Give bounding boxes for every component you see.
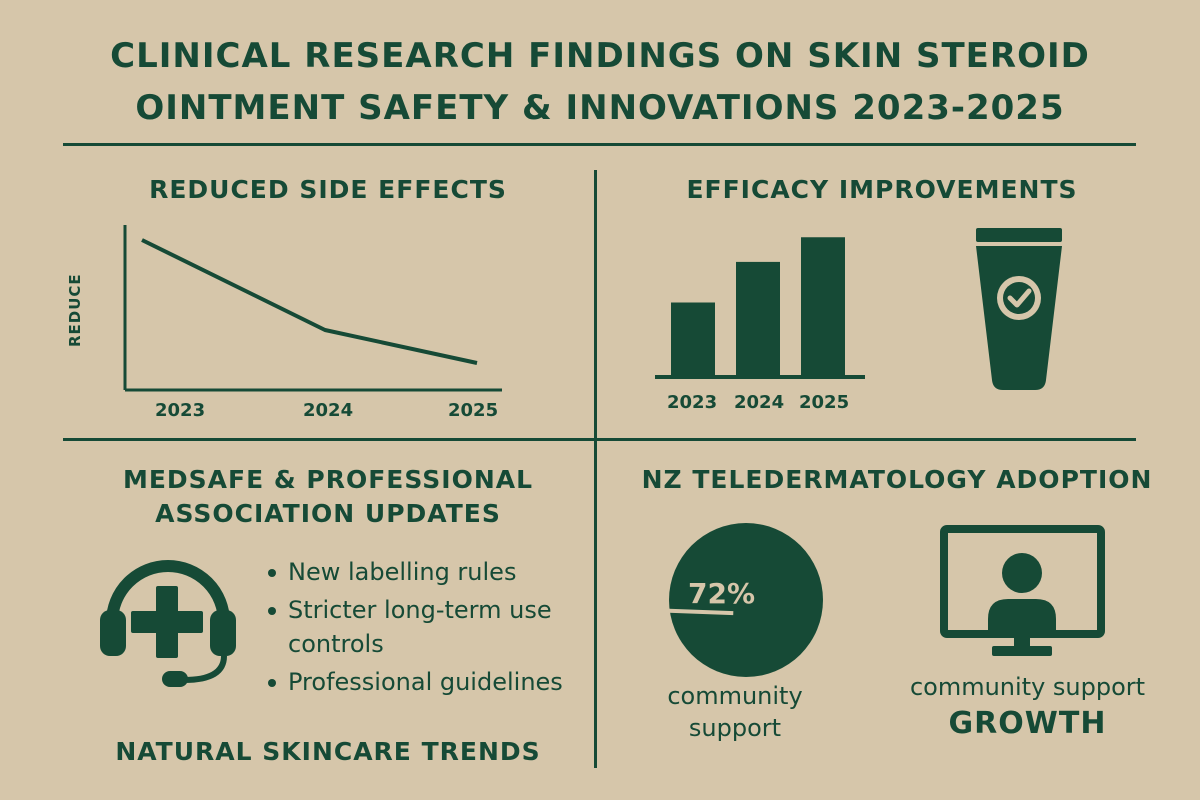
bullet-item: New labelling rules	[264, 555, 584, 589]
page-title: Clinical Research Findings on Skin Stero…	[0, 30, 1200, 134]
pie-percent-marker	[668, 608, 734, 616]
medsafe-heading-line-1: Medsafe & Professional	[122, 465, 534, 494]
efficacy-bar-2024	[736, 261, 780, 375]
middle-divider	[63, 438, 1136, 441]
efficacy-bar-chart	[655, 237, 865, 379]
natural-skincare-heading: Natural Skincare Trends	[115, 737, 541, 766]
monitor-person-icon	[940, 525, 1105, 656]
pie-caption-line-1: community	[667, 682, 803, 710]
teledermatology-heading: NZ Teledermatology Adoption	[641, 465, 1153, 494]
side-effects-heading: Reduced Side Effects	[149, 175, 507, 204]
title-line-1: Clinical Research Findings on Skin Stero…	[110, 36, 1090, 76]
title-divider	[63, 143, 1136, 146]
growth-label: GROWTH	[948, 706, 1107, 741]
efficacy-x-label-2023: 2023	[667, 392, 718, 413]
headset-medical-cross-icon	[100, 560, 236, 687]
side-effects-series-line	[141, 238, 478, 365]
side-effects-chart	[123, 225, 502, 392]
efficacy-x-label-2024: 2024	[734, 392, 785, 413]
side-effects-y-label: REDUCE	[66, 273, 84, 347]
adoption-pie-chart	[668, 523, 823, 677]
efficacy-bar-2025	[801, 237, 845, 375]
title-line-2: Ointment Safety & Innovations 2023-2025	[135, 88, 1065, 128]
medsafe-heading-line-2: Association Updates	[155, 499, 501, 528]
monitor-caption: community support	[909, 673, 1146, 701]
pie-disc	[669, 523, 823, 677]
bullet-item: Stricter long-term use controls	[264, 593, 584, 661]
center-divider	[594, 170, 597, 768]
medsafe-heading: Medsafe & Professional Association Updat…	[63, 463, 593, 531]
efficacy-bar-2023	[671, 302, 715, 375]
bullet-item: Professional guidelines	[264, 665, 584, 699]
pie-caption: community support	[635, 680, 835, 744]
pie-caption-line-2: support	[688, 714, 782, 742]
side-effects-x-label-2025: 2025	[448, 400, 499, 421]
ointment-tube-check-icon	[976, 228, 1062, 390]
efficacy-x-label-2025: 2025	[799, 392, 850, 413]
efficacy-heading: Efficacy Improvements	[686, 175, 1078, 204]
side-effects-x-label-2023: 2023	[155, 400, 206, 421]
pie-percent-label: 72%	[688, 577, 756, 610]
side-effects-x-label-2024: 2024	[303, 400, 354, 421]
medsafe-bullet-list: New labelling rules Stricter long-term u…	[264, 555, 584, 703]
